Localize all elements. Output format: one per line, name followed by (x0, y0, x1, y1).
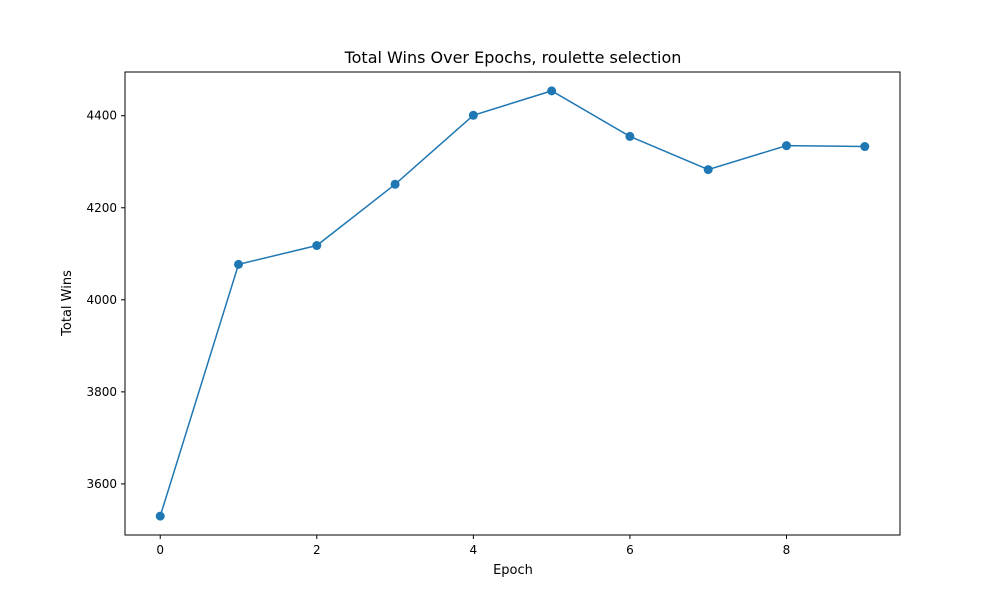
x-tick-label: 0 (156, 543, 164, 557)
x-axis: 0 2 4 6 8 (156, 535, 790, 557)
x-axis-label: Epoch (493, 563, 533, 578)
y-tick-label: 4200 (86, 201, 117, 215)
x-tick-label: 4 (470, 543, 478, 557)
data-point (547, 86, 557, 96)
series-layer (155, 86, 870, 521)
data-point (860, 142, 870, 152)
y-axis-label: Total Wins (60, 270, 75, 337)
x-tick-label: 2 (313, 543, 321, 557)
data-point (625, 131, 635, 141)
y-tick-label: 4000 (86, 293, 117, 307)
data-point (468, 110, 478, 120)
y-axis: 3600 3800 4000 4200 4400 (86, 109, 125, 491)
y-tick-label: 4400 (86, 109, 117, 123)
x-tick-label: 6 (626, 543, 634, 557)
data-point (781, 141, 791, 151)
y-tick-label: 3600 (86, 477, 117, 491)
y-tick-label: 3800 (86, 385, 117, 399)
chart-title: Total Wins Over Epochs, roulette selecti… (344, 48, 682, 67)
plot-frame (124, 71, 901, 536)
data-point (703, 165, 713, 175)
data-point (390, 179, 400, 189)
data-point (155, 511, 165, 521)
series-line (159, 90, 865, 517)
data-point (234, 259, 244, 269)
data-point (312, 241, 322, 251)
x-tick-label: 8 (783, 543, 791, 557)
